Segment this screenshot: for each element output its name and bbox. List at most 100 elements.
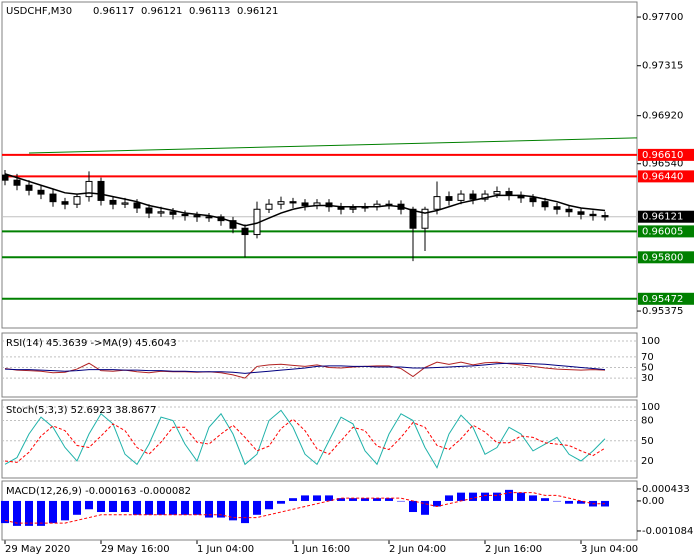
histogram-bar <box>289 498 297 501</box>
y-tick-label: 0.00 <box>642 496 664 507</box>
histogram-bar <box>169 500 177 515</box>
y-tick-label: 20 <box>641 456 654 467</box>
level-label: 0.95800 <box>642 252 683 263</box>
histogram-bar <box>421 500 429 515</box>
indicator-line <box>4 362 606 374</box>
y-tick-label: 0.96920 <box>642 111 683 122</box>
candle-body <box>349 207 357 210</box>
histogram-bar <box>97 500 105 513</box>
level-label: 0.96005 <box>642 226 683 237</box>
histogram-bar <box>553 500 561 502</box>
indicator-line <box>4 492 605 524</box>
y-tick-label: 0.95375 <box>642 306 683 317</box>
candle-body <box>421 208 429 229</box>
y-tick-label: 30 <box>641 373 654 384</box>
candle-body <box>277 201 285 205</box>
histogram-bar <box>13 500 21 526</box>
quote-value: 0.96117 <box>93 6 134 17</box>
histogram-bar <box>349 498 357 501</box>
symbol-title: USDCHF,M30 <box>6 6 72 17</box>
candle-body <box>457 193 465 201</box>
candle-body <box>25 184 33 191</box>
quote-value: 0.96121 <box>141 6 182 17</box>
histogram-bar <box>505 489 513 501</box>
x-tick-label: 1 Jun 16:00 <box>293 544 350 555</box>
y-tick-label: 50 <box>641 436 654 447</box>
indicator-title: RSI(14) 45.3639 ->MA(9) 45.6043 <box>6 338 177 349</box>
y-tick-label: 100 <box>641 402 660 413</box>
histogram-bar <box>301 495 309 501</box>
candle-body <box>601 215 609 218</box>
y-tick-label: 70 <box>641 352 654 363</box>
candle-body <box>469 193 477 200</box>
quote-value: 0.96113 <box>189 6 230 17</box>
histogram-bar <box>409 500 417 513</box>
candle-body <box>2 174 9 181</box>
indicator-line <box>4 173 606 227</box>
indicator-title: Stoch(5,3,3) 52.6923 38.8677 <box>6 405 157 416</box>
level-box <box>638 251 694 264</box>
histogram-bar <box>385 498 393 501</box>
histogram-bar <box>217 500 225 518</box>
histogram-bar <box>397 500 405 502</box>
histogram-bar <box>325 495 333 501</box>
y-tick-label: -0.001084 <box>642 526 693 537</box>
histogram-bar <box>49 500 57 524</box>
histogram-bar <box>205 500 213 518</box>
candle-body <box>157 211 165 214</box>
candle-body <box>445 196 453 201</box>
candle-body <box>205 216 213 219</box>
histogram-bar <box>541 498 549 501</box>
candle-body <box>169 211 177 215</box>
histogram-bar <box>181 500 189 515</box>
histogram-bar <box>61 500 69 521</box>
x-tick-label: 2 Jun 04:00 <box>389 544 446 555</box>
histogram-bar <box>253 500 261 515</box>
candle-body <box>85 180 93 198</box>
panel-frame <box>1 332 638 398</box>
histogram-bar <box>133 500 141 515</box>
x-tick-label: 29 May 16:00 <box>101 544 170 555</box>
candle-body <box>301 202 309 206</box>
histogram-bar <box>565 500 573 504</box>
candle-body <box>181 213 189 217</box>
level-box <box>638 292 694 305</box>
level-box <box>638 225 694 238</box>
candle-body <box>553 206 561 210</box>
histogram-bar <box>145 500 153 515</box>
histogram-bar <box>361 498 369 501</box>
candle-body <box>193 215 201 218</box>
level-box <box>638 148 694 161</box>
histogram-bar <box>193 500 201 515</box>
plot-area <box>2 137 637 300</box>
y-tick-label: 0.000433 <box>642 484 690 495</box>
y-tick-label: 0.96540 <box>642 159 683 170</box>
x-tick-label: 29 May 2020 <box>5 544 70 555</box>
histogram-bar <box>373 498 381 501</box>
histogram-bar <box>73 500 81 515</box>
indicator-title: MACD(12,26,9) -0.000163 -0.000082 <box>6 486 191 497</box>
indicator-line <box>4 418 606 463</box>
y-tick-label: 100 <box>641 336 660 347</box>
level-label: 0.96610 <box>642 150 683 161</box>
y-tick-label: 0.97700 <box>642 12 683 23</box>
candle-body <box>409 208 417 229</box>
candle-body <box>97 180 105 201</box>
y-tick-label: 80 <box>641 416 654 427</box>
histogram-bar <box>313 495 321 501</box>
histogram-bar <box>469 492 477 501</box>
candle-body <box>265 203 273 210</box>
histogram-bar <box>25 500 33 526</box>
candle-body <box>433 196 441 210</box>
x-tick-label: 3 Jun 04:00 <box>581 544 638 555</box>
histogram-bar <box>121 500 129 513</box>
candle-body <box>241 227 249 236</box>
candle-body <box>121 202 129 205</box>
candle-body <box>229 220 237 229</box>
level-label: 0.96440 <box>642 171 683 182</box>
candle-body <box>109 199 117 205</box>
candle-body <box>529 197 537 203</box>
histogram-bar <box>1 500 9 524</box>
